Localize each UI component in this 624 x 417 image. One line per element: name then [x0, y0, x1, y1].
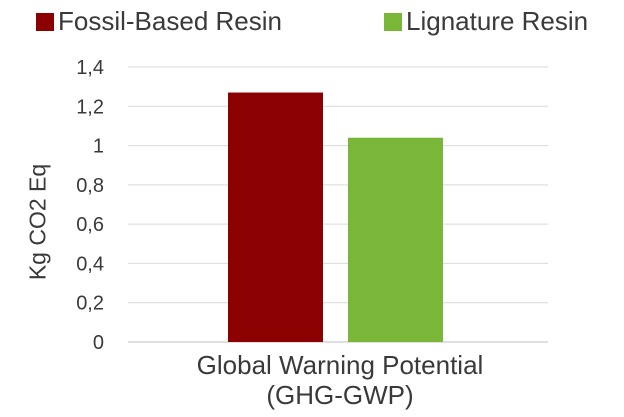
x-category-label: Global Warning Potential (GHG-GWP): [180, 350, 500, 410]
legend-label-lignature: Lignature Resin: [406, 6, 589, 36]
legend-item-lignature: Lignature Resin: [384, 6, 588, 37]
y-tick-label: 1,2: [76, 96, 104, 118]
legend: Fossil-Based Resin Lignature Resin: [0, 6, 624, 42]
y-tick-label: 1: [93, 136, 104, 158]
y-tick-label: 0,4: [76, 253, 104, 275]
bar-fossil-based-resin: [228, 92, 323, 343]
legend-label-fossil: Fossil-Based Resin: [58, 6, 282, 36]
x-category-line-2: (GHG-GWP): [266, 380, 414, 410]
x-category-line-1: Global Warning Potential: [196, 350, 484, 380]
legend-item-fossil: Fossil-Based Resin: [36, 6, 282, 37]
y-tick-label: 1,4: [76, 57, 104, 79]
legend-swatch-lignature: [384, 12, 402, 31]
y-tick-label: 0,6: [76, 214, 104, 236]
y-tick-label: 0,8: [76, 175, 104, 197]
bar-lignature-resin: [348, 137, 443, 342]
y-tick-label: 0: [93, 332, 104, 354]
legend-swatch-fossil: [36, 12, 54, 31]
y-tick-label: 0,2: [76, 293, 104, 315]
